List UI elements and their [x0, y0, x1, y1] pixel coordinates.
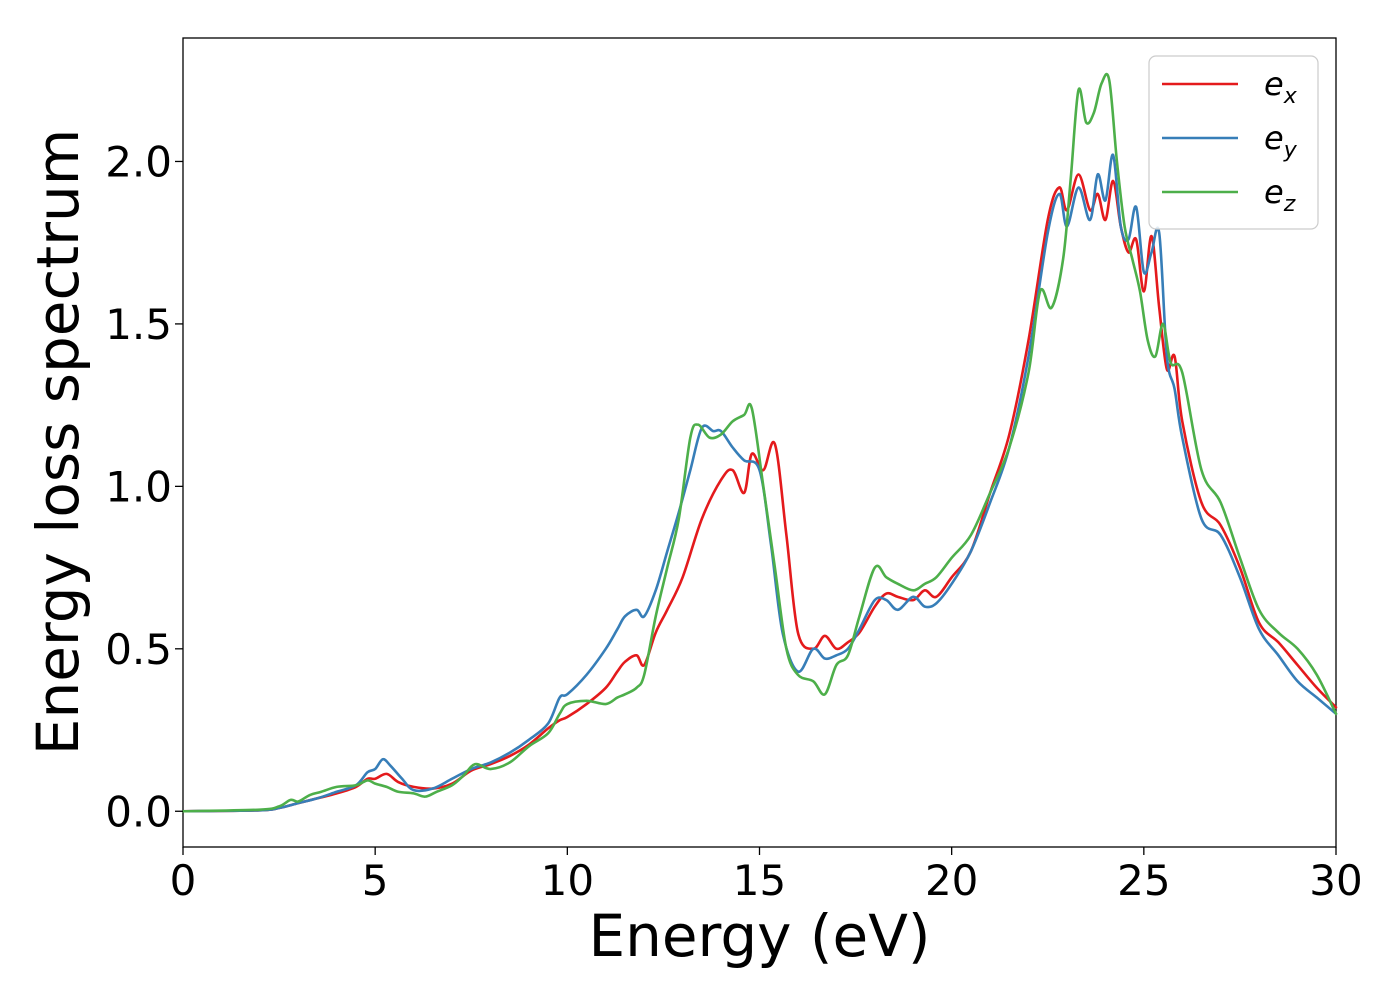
series-layer	[181, 72, 1338, 813]
x-tick-label: 20	[925, 856, 978, 905]
y-axis-label: Energy loss spectrum	[24, 129, 92, 755]
x-tick-label: 10	[541, 856, 594, 905]
y-tick-label: 1.5	[105, 300, 172, 349]
y-tick-label: 0.5	[105, 625, 172, 674]
x-tick-label: 0	[170, 856, 197, 905]
series-line-z	[181, 72, 1338, 813]
y-tick-label: 1.0	[105, 462, 172, 511]
x-tick-label: 5	[362, 856, 389, 905]
legend-label-y: ey	[1264, 119, 1298, 163]
x-axis-label: Energy (eV)	[588, 902, 930, 970]
series-line-y	[181, 153, 1338, 813]
y-axis-ticks: 0.0 0.5 1.0 1.5 2.0	[105, 137, 183, 836]
x-tick-label: 30	[1309, 856, 1362, 905]
legend-label-subscript: y	[1283, 138, 1298, 163]
x-tick-label: 25	[1117, 856, 1170, 905]
legend-box	[1148, 55, 1319, 230]
y-tick-label: 0.0	[105, 787, 172, 836]
legend-label-subscript: x	[1283, 84, 1298, 109]
y-tick-label: 2.0	[105, 137, 172, 186]
x-tick-label: 15	[733, 856, 786, 905]
x-axis-ticks: 0 5 10 15 20 25 30	[170, 847, 1363, 905]
legend-label-x: ex	[1264, 65, 1298, 109]
legend-label-subscript: z	[1283, 192, 1296, 217]
